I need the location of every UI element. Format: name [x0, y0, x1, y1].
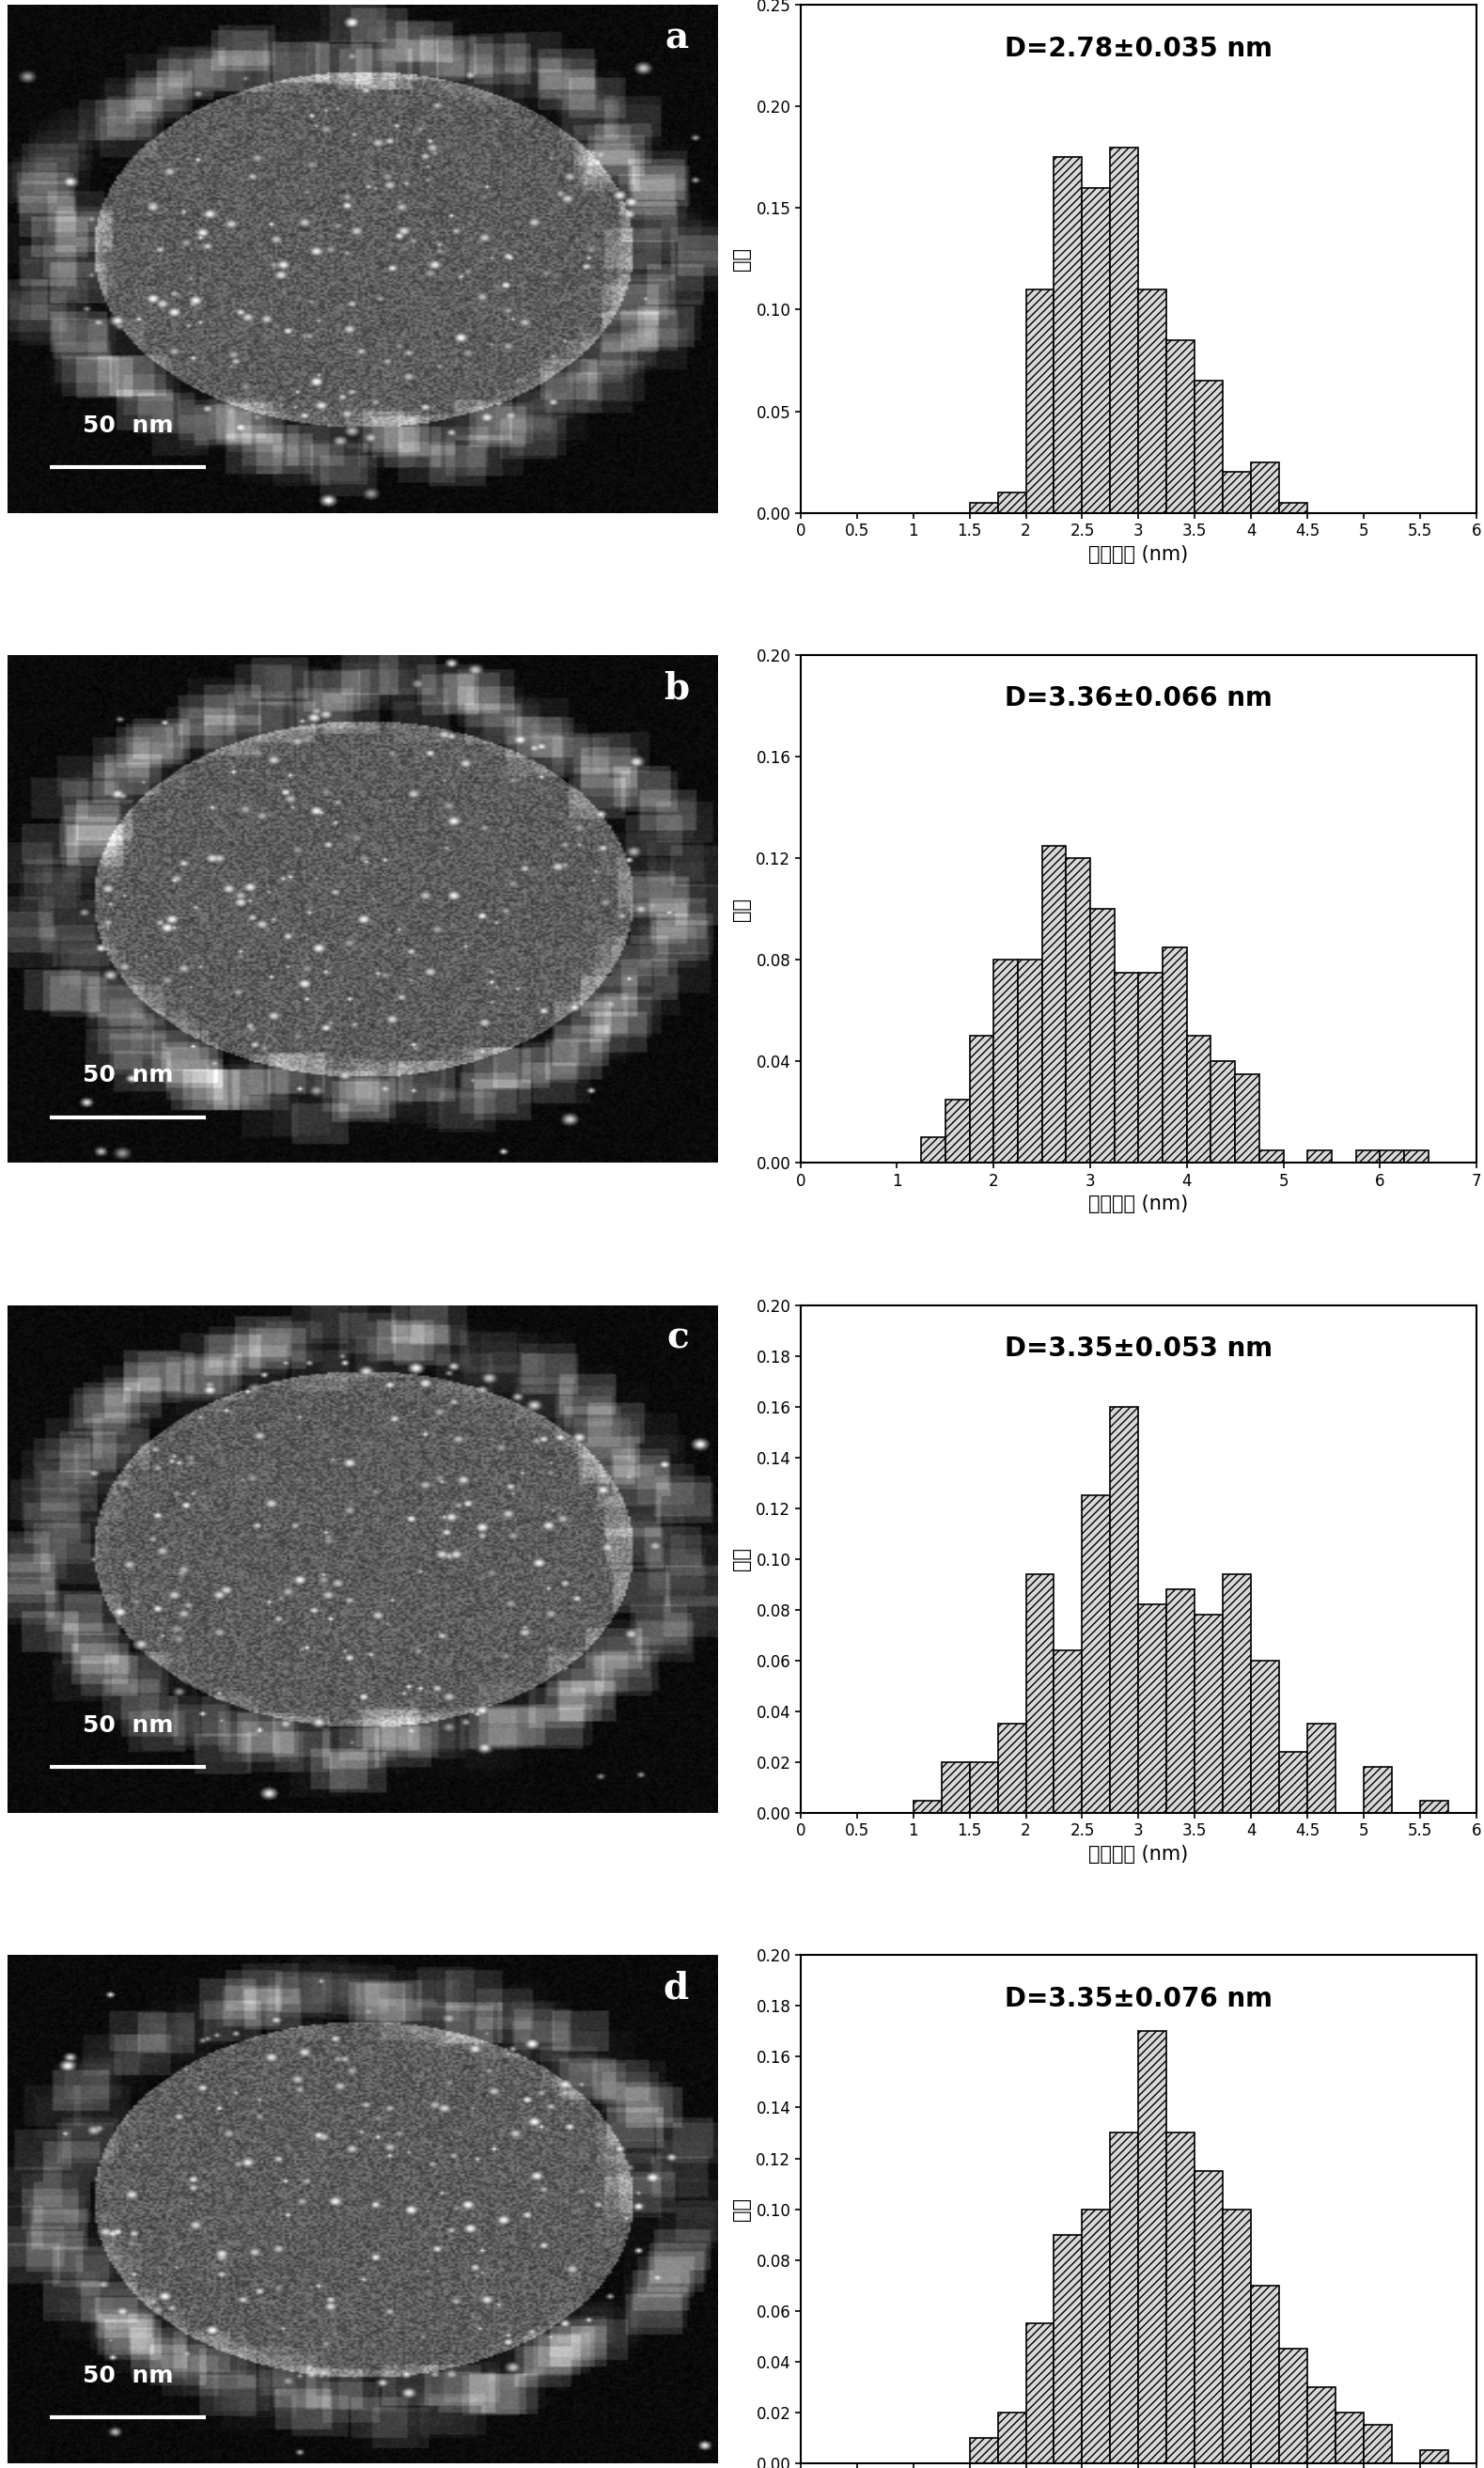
Bar — [1260, 1150, 1284, 1162]
Text: D=2.78±0.035 nm: D=2.78±0.035 nm — [1005, 35, 1272, 62]
Bar — [1162, 948, 1187, 1162]
Bar — [1307, 1150, 1331, 1162]
Bar — [1336, 2411, 1364, 2463]
Bar — [1356, 1150, 1380, 1162]
Y-axis label: 比例: 比例 — [732, 1547, 751, 1570]
Bar — [1364, 1767, 1392, 1814]
Bar — [1307, 2387, 1336, 2463]
Bar — [1054, 158, 1082, 513]
Bar — [1110, 2132, 1138, 2463]
Bar — [1223, 2209, 1251, 2463]
Bar — [1138, 2031, 1166, 2463]
Bar — [1279, 1752, 1307, 1814]
Bar — [1420, 2451, 1448, 2463]
Bar — [1223, 1575, 1251, 1814]
Bar — [997, 494, 1025, 513]
Bar — [945, 1098, 969, 1162]
Bar — [1251, 1661, 1279, 1814]
Bar — [1025, 2322, 1054, 2463]
Y-axis label: 比例: 比例 — [732, 2197, 751, 2221]
X-axis label: 粒子尺寸 (nm): 粒子尺寸 (nm) — [1089, 1846, 1189, 1863]
Bar — [1223, 471, 1251, 513]
Bar — [969, 2438, 997, 2463]
Text: c: c — [666, 1320, 689, 1355]
Bar — [1082, 2209, 1110, 2463]
Bar — [1279, 2350, 1307, 2463]
Bar — [1187, 1037, 1211, 1162]
Bar — [1025, 1575, 1054, 1814]
Text: b: b — [663, 671, 689, 706]
Text: 50  nm: 50 nm — [83, 2364, 174, 2387]
Bar — [1307, 1725, 1336, 1814]
Text: D=3.36±0.066 nm: D=3.36±0.066 nm — [1005, 686, 1272, 711]
Bar — [913, 1799, 941, 1814]
Bar — [997, 2411, 1025, 2463]
Text: 50  nm: 50 nm — [83, 1064, 174, 1086]
Bar — [1251, 2285, 1279, 2463]
Bar — [1138, 972, 1162, 1162]
Bar — [922, 1138, 945, 1162]
Bar — [997, 1725, 1025, 1814]
Bar — [1114, 972, 1138, 1162]
Bar — [1018, 960, 1042, 1162]
Bar — [1211, 1061, 1235, 1162]
Bar — [1166, 341, 1195, 513]
Bar — [1364, 2426, 1392, 2463]
Bar — [969, 1762, 997, 1814]
Bar — [1235, 1074, 1260, 1162]
Bar — [1025, 289, 1054, 513]
Text: 50  nm: 50 nm — [83, 415, 174, 437]
Bar — [1054, 2234, 1082, 2463]
Bar — [1110, 1407, 1138, 1814]
Bar — [1082, 188, 1110, 513]
Bar — [1166, 2132, 1195, 2463]
Bar — [1138, 289, 1166, 513]
Bar — [1166, 1589, 1195, 1814]
Bar — [969, 503, 997, 513]
Text: D=3.35±0.053 nm: D=3.35±0.053 nm — [1005, 1335, 1272, 1362]
Bar — [1082, 1496, 1110, 1814]
Text: 50  nm: 50 nm — [83, 1715, 174, 1737]
Y-axis label: 比例: 比例 — [732, 247, 751, 271]
Bar — [1110, 148, 1138, 513]
Y-axis label: 比例: 比例 — [732, 898, 751, 921]
Bar — [1380, 1150, 1404, 1162]
Bar — [941, 1762, 969, 1814]
Bar — [969, 1037, 994, 1162]
Bar — [1251, 462, 1279, 513]
Text: d: d — [663, 1969, 689, 2006]
Bar — [994, 960, 1018, 1162]
X-axis label: 粒子尺寸 (nm): 粒子尺寸 (nm) — [1089, 545, 1189, 563]
Bar — [1279, 503, 1307, 513]
Bar — [1054, 1651, 1082, 1814]
Bar — [1091, 908, 1114, 1162]
Bar — [1420, 1799, 1448, 1814]
Bar — [1195, 1614, 1223, 1814]
Bar — [1138, 1604, 1166, 1814]
Bar — [1195, 2172, 1223, 2463]
X-axis label: 粒子尺寸 (nm): 粒子尺寸 (nm) — [1089, 1195, 1189, 1214]
Text: a: a — [665, 20, 689, 57]
Bar — [1404, 1150, 1428, 1162]
Bar — [1042, 847, 1066, 1162]
Text: D=3.35±0.076 nm: D=3.35±0.076 nm — [1005, 1987, 1272, 2011]
Bar — [1195, 380, 1223, 513]
Bar — [1066, 859, 1091, 1162]
